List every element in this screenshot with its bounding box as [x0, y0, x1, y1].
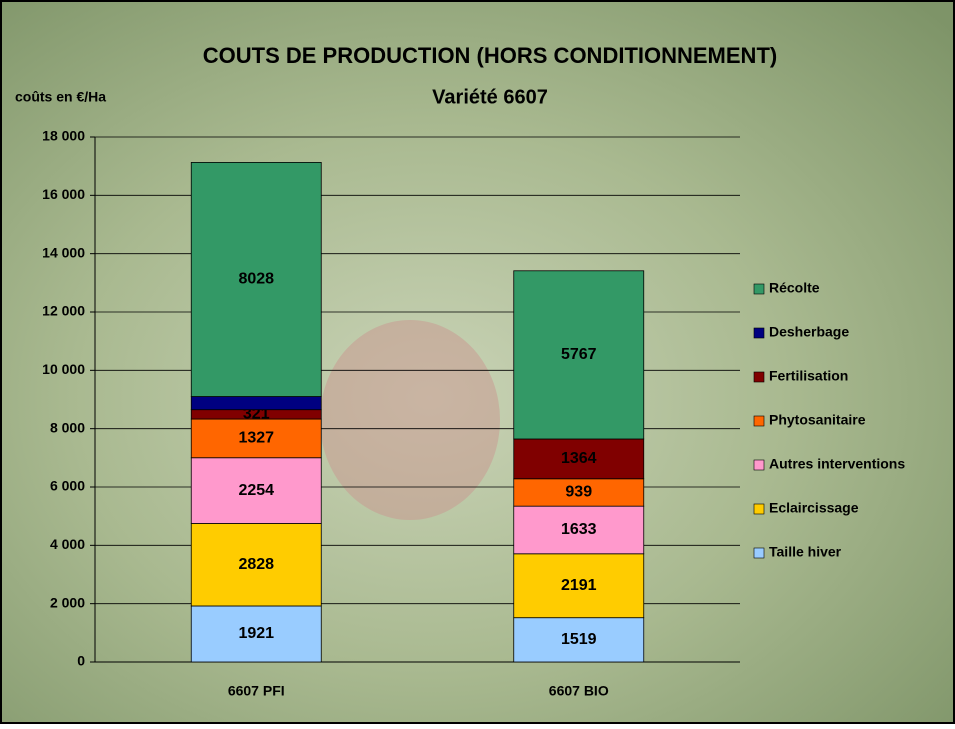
legend-label: Autres interventions [769, 456, 905, 472]
bar-segment [513, 553, 645, 619]
legend-swatch [753, 371, 765, 383]
y-tick-label: 12 000 [42, 303, 85, 319]
legend-swatch [753, 459, 765, 471]
y-tick-label: 6 000 [50, 478, 85, 494]
bar-segment [190, 418, 322, 459]
legend-label: Taille hiver [769, 544, 842, 560]
data-label: 1327 [238, 430, 274, 447]
data-label: 1364 [561, 450, 597, 467]
y-tick-label: 8 000 [50, 419, 85, 435]
legend-label: Phytosanitaire [769, 412, 866, 428]
legend-swatch [753, 283, 765, 295]
data-label: 2828 [238, 556, 274, 573]
data-label: 1921 [238, 625, 274, 642]
data-label: 5767 [561, 346, 597, 363]
y-tick-label: 18 000 [42, 128, 85, 144]
y-tick-label: 10 000 [42, 361, 85, 377]
data-label: 2254 [238, 482, 274, 499]
y-tick-label: 4 000 [50, 536, 85, 552]
bar-segment [190, 162, 322, 397]
background-fruit [320, 320, 500, 520]
bar-segment [513, 617, 645, 663]
legend-label: Eclaircissage [769, 500, 859, 516]
y-tick-label: 0 [77, 653, 85, 669]
y-tick-label: 16 000 [42, 186, 85, 202]
legend-swatch [753, 415, 765, 427]
y-tick-label: 2 000 [50, 594, 85, 610]
legend-swatch [753, 547, 765, 559]
data-label: 8028 [238, 271, 274, 288]
legend-label: Fertilisation [769, 368, 848, 384]
y-axis-label: coûts en €/Ha [15, 89, 106, 105]
y-tick-label: 14 000 [42, 244, 85, 260]
data-label: 1519 [561, 631, 597, 648]
data-label: 2191 [561, 577, 597, 594]
chart-subtitle: Variété 6607 [432, 86, 548, 108]
bar-segment [513, 270, 645, 440]
legend-swatch [753, 327, 765, 339]
bar-segment [190, 605, 322, 663]
chart-title: COUTS DE PRODUCTION (HORS CONDITIONNEMEN… [203, 43, 777, 68]
bar-segment [190, 396, 322, 411]
legend-swatch [753, 503, 765, 515]
x-tick-label: 6607 BIO [549, 683, 609, 699]
bar-segment [190, 523, 322, 607]
data-label: 939 [565, 484, 592, 501]
bar-segment [513, 505, 645, 555]
legend-label: Desherbage [769, 324, 849, 340]
legend-label: Récolte [769, 280, 820, 296]
x-tick-label: 6607 PFI [228, 683, 285, 699]
data-label: 1633 [561, 521, 597, 538]
